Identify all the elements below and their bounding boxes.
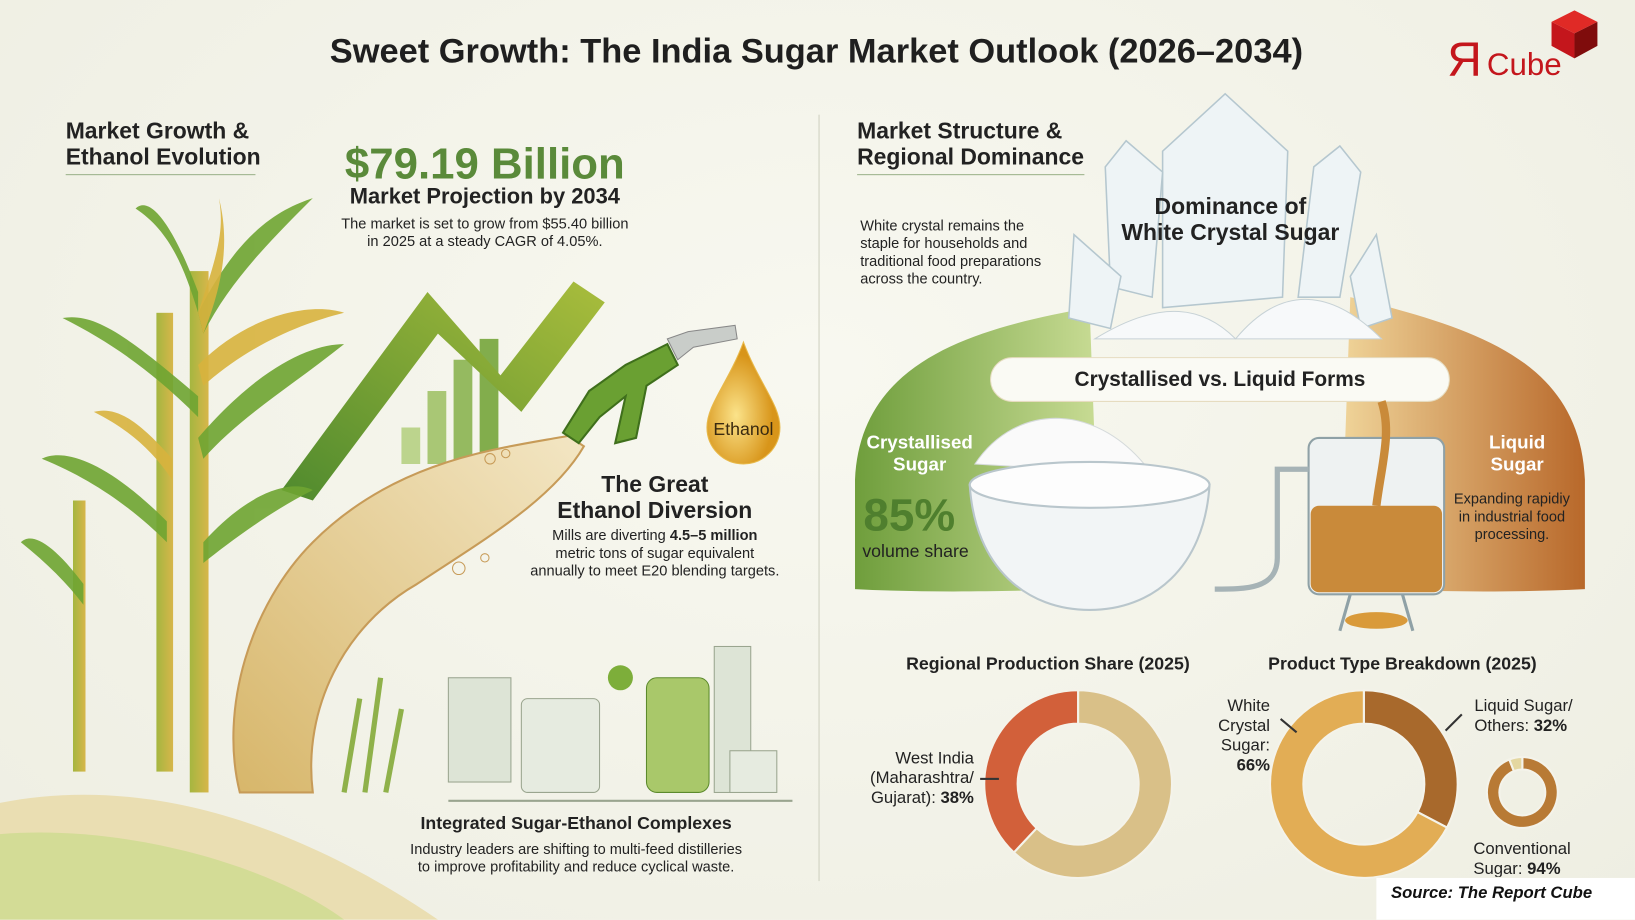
left-section-heading: Market Growth & Ethanol Evolution xyxy=(66,118,261,170)
complex-title: Integrated Sugar-Ethanol Complexes xyxy=(420,813,732,834)
section-divider xyxy=(818,114,820,882)
ethanol-drop-label: Ethanol xyxy=(713,419,774,439)
label-line: Crystallised xyxy=(866,431,973,453)
donut-slice xyxy=(983,689,1080,854)
label-line: Sugar: xyxy=(1220,737,1271,755)
donut-slice xyxy=(1269,689,1449,879)
product-donut-chart xyxy=(1269,689,1459,879)
label-text: Gujarat): xyxy=(870,789,941,808)
label-line: White xyxy=(1227,697,1271,716)
text-line: traditional food preparations xyxy=(860,252,1042,270)
label-line: Sugar xyxy=(1490,453,1544,475)
forms-title: Crystallised vs. Liquid Forms xyxy=(1074,368,1366,392)
label-line: Conventional xyxy=(1473,840,1571,859)
donut-slice xyxy=(1485,755,1559,829)
label-line: Gujarat): 38% xyxy=(870,788,974,808)
highlight: 4.5–5 million xyxy=(669,526,758,544)
regional-donut-chart xyxy=(983,689,1173,879)
heading-line: Market Structure & xyxy=(857,117,1063,144)
sugarcane-illustration xyxy=(0,198,793,920)
label-value: 32% xyxy=(1533,717,1568,736)
text-line: Industry leaders are shifting to multi-f… xyxy=(410,840,743,858)
diversion-description: Mills are diverting 4.5–5 million metric… xyxy=(498,527,811,580)
text-line: White crystal remains the xyxy=(860,216,1025,234)
sugar-forms-illustration xyxy=(855,92,1585,632)
label-text: Others: xyxy=(1474,717,1534,736)
heading-line: Regional Dominance xyxy=(857,143,1084,170)
label-line: Others: 32% xyxy=(1474,716,1572,736)
heading-line: Dominance of xyxy=(1154,192,1307,219)
label-line: Liquid xyxy=(1488,431,1546,453)
right-section-heading: Market Structure & Regional Dominance xyxy=(857,118,1084,170)
label-value: 66% xyxy=(1236,757,1271,775)
product-chart-title: Product Type Breakdown (2025) xyxy=(1268,653,1537,674)
west-india-label: West India (Maharashtra/ Gujarat): 38% xyxy=(870,749,974,808)
text-line: to improve profitability and reduce cycl… xyxy=(417,858,735,875)
text-line: Expanding rapidiy xyxy=(1453,490,1570,507)
projection-description: The market is set to grow from $55.40 bi… xyxy=(282,215,689,250)
diversion-title: The Great Ethanol Diversion xyxy=(519,471,790,523)
leader-line xyxy=(980,777,999,780)
crystallised-share-label: volume share xyxy=(862,541,969,561)
logo: R Cube xyxy=(1447,10,1603,87)
donut-slice xyxy=(1012,689,1173,879)
crystallised-label: Crystallised Sugar xyxy=(857,432,982,476)
page-title: Sweet Growth: The India Sugar Market Out… xyxy=(329,31,1304,70)
text-line: metric tons of sugar equivalent xyxy=(555,544,755,561)
label-value: 94% xyxy=(1527,860,1561,877)
projection-value: $79.19 Billion xyxy=(344,138,625,188)
text-line: across the country. xyxy=(860,270,983,287)
source-box xyxy=(1376,877,1635,920)
heading-line: The Great xyxy=(601,471,709,498)
crystallised-share: 85% xyxy=(863,490,956,542)
white-crystal-label: White Crystal Sugar: 66% xyxy=(1218,697,1270,776)
label-line: Sugar xyxy=(893,453,947,475)
label-line: Crystal xyxy=(1218,717,1271,736)
text-line: The market is set to grow from $55.40 bi… xyxy=(341,214,629,232)
text-line: processing. xyxy=(1474,525,1550,543)
label-value: 38% xyxy=(940,789,974,808)
text-line: in industrial food xyxy=(1458,507,1566,525)
text-line: annually to meet E20 blending targets. xyxy=(530,562,780,579)
dominance-title: Dominance of White Crystal Sugar xyxy=(1095,193,1366,245)
factory-illustration xyxy=(447,645,793,802)
regional-chart-title: Regional Production Share (2025) xyxy=(906,653,1190,674)
cube-icon xyxy=(1551,10,1598,59)
text-line: Mills are diverting 4.5–5 million xyxy=(498,527,811,545)
heading-line: Ethanol Evolution xyxy=(65,143,261,170)
dominance-description: White crystal remains the staple for hou… xyxy=(860,217,1041,288)
label-text: Sugar: xyxy=(1473,860,1528,877)
label-line: Liquid Sugar/ xyxy=(1474,697,1573,716)
label-line: Sugar: 94% xyxy=(1473,859,1570,877)
conventional-label: Conventional Sugar: 94% xyxy=(1473,839,1571,877)
complex-description: Industry leaders are shifting to multi-f… xyxy=(313,840,840,875)
liquid-label: Liquid Sugar xyxy=(1460,432,1575,476)
text: Mills are diverting xyxy=(552,526,670,544)
heading-underline xyxy=(65,174,256,176)
source-text: Source: The Report Cube xyxy=(1390,884,1593,902)
conventional-donut-chart xyxy=(1485,755,1559,829)
text-line: staple for households and xyxy=(860,234,1028,252)
heading-line: Market Growth & xyxy=(65,117,250,144)
projection-label: Market Projection by 2034 xyxy=(349,184,620,209)
liquid-others-label: Liquid Sugar/ Others: 32% xyxy=(1474,697,1572,737)
heading-line: White Crystal Sugar xyxy=(1121,218,1340,246)
ethanol-drop-icon xyxy=(706,340,781,465)
logo-cube-text: Cube xyxy=(1486,47,1562,83)
liquid-description: Expanding rapidiy in industrial food pro… xyxy=(1439,490,1585,543)
heading-line: Ethanol Diversion xyxy=(557,497,753,524)
label-line: (Maharashtra/ xyxy=(870,769,974,788)
heading-underline xyxy=(857,174,1085,176)
label-line: West India xyxy=(895,749,974,768)
donut-slice xyxy=(1362,689,1459,829)
logo-r-glyph: R xyxy=(1447,32,1482,87)
donut-slice xyxy=(1507,755,1524,773)
text-line: in 2025 at a steady CAGR of 4.05%. xyxy=(367,232,603,250)
